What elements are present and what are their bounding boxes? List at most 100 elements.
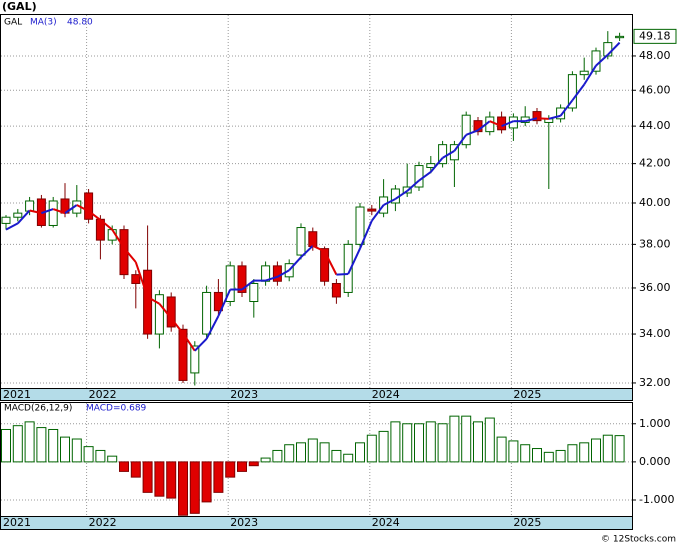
macd-bar [83, 446, 94, 463]
ma-line [371, 204, 385, 222]
ma-line [88, 210, 101, 221]
macd-bar [602, 434, 613, 463]
ma-line [205, 315, 220, 340]
ma-line [406, 179, 420, 192]
candle-body [154, 294, 164, 335]
macd-bar [71, 438, 82, 463]
macd-bar [119, 461, 129, 472]
ma-line [288, 256, 302, 271]
y-tick-label: -1.000 [639, 493, 674, 506]
macd-bar [532, 448, 542, 463]
legend-macd: MACD(26,12,9) [4, 404, 72, 414]
macd-bar [189, 461, 200, 514]
y-tick-label: 40.00 [639, 196, 671, 209]
credit: © 12Stocks.com [601, 535, 676, 545]
candle-body [497, 116, 507, 131]
ma-line [453, 134, 468, 152]
macd-bar [319, 442, 330, 463]
ma-line [134, 261, 149, 298]
candle-body [25, 200, 35, 212]
ma-line [571, 83, 586, 101]
x-tick-label: 2022 [89, 388, 117, 401]
ma-line [300, 245, 314, 258]
macd-bar [260, 457, 271, 463]
candle-body [249, 282, 259, 303]
candle-body [331, 282, 341, 298]
candle-body [438, 144, 448, 165]
ma-line [465, 129, 479, 136]
macd-bar [390, 421, 401, 463]
macd-bar [520, 444, 531, 463]
y-tick-label: 46.00 [639, 83, 671, 96]
macd-bar [95, 449, 106, 463]
candle-body [367, 208, 377, 212]
y-tick-label: 36.00 [639, 281, 671, 294]
ma-line [595, 54, 609, 67]
legend-ma-value: 48.80 [67, 18, 93, 28]
candle-body [308, 231, 318, 247]
candle-body [272, 265, 282, 282]
candle-body [414, 165, 424, 188]
macd-bar [248, 461, 259, 467]
legend-ma: MA(3) [30, 18, 57, 28]
macd-bar [484, 417, 495, 463]
macd-bar [201, 461, 212, 503]
ma-line [559, 99, 574, 117]
macd-bar [461, 415, 472, 463]
ma-line [418, 171, 432, 182]
x-tick-label: 2022 [89, 516, 117, 529]
y-tick-label: 42.00 [639, 157, 671, 170]
candle-body [296, 227, 306, 256]
ma-line [5, 222, 19, 231]
ma-line [158, 303, 172, 319]
macd-bar [12, 425, 23, 463]
macd-bar [225, 461, 236, 478]
candle-body [532, 111, 542, 122]
x-tick-label: 2025 [513, 516, 541, 529]
x-tick-label: 2024 [372, 516, 400, 529]
macd-bar [449, 415, 460, 463]
macd-bar [496, 436, 507, 463]
ma-line [501, 120, 514, 128]
ma-line [336, 272, 349, 276]
candle-body [131, 274, 141, 284]
macd-bar [555, 449, 566, 463]
ma-line [607, 41, 621, 56]
y-tick-label: 38.00 [639, 237, 671, 250]
ma-line [548, 114, 561, 120]
candle-body [202, 291, 212, 335]
macd-bar [296, 442, 306, 463]
price-tag-label: 49.18 [639, 29, 671, 42]
ma-line [99, 219, 113, 231]
candle-body [60, 198, 70, 214]
price-tag [633, 28, 677, 44]
ma-line [123, 247, 137, 263]
ma-line [76, 204, 90, 212]
macd-bar [130, 461, 141, 478]
x-tick-label: 2024 [372, 388, 400, 401]
candle-body [320, 248, 330, 282]
macd-bar [567, 444, 578, 463]
macd-bar [284, 444, 295, 463]
macd-bar [366, 434, 377, 463]
macd-bar [154, 461, 165, 497]
ma-line [147, 296, 160, 305]
ma-line [64, 204, 78, 214]
macd-bar [272, 449, 283, 463]
ma-line [170, 317, 184, 334]
ma-line [182, 332, 196, 352]
ma-line [111, 229, 125, 249]
ma-line [241, 279, 255, 291]
candle-body [13, 212, 23, 218]
ma-line [41, 208, 54, 215]
macd-bar [60, 436, 70, 463]
date-strip [0, 516, 633, 530]
candle-body [343, 243, 353, 293]
candle-body [213, 291, 223, 312]
candle-body [567, 74, 577, 109]
ma-line [217, 289, 232, 317]
macd-bar [508, 440, 519, 463]
date-strip [0, 388, 633, 401]
